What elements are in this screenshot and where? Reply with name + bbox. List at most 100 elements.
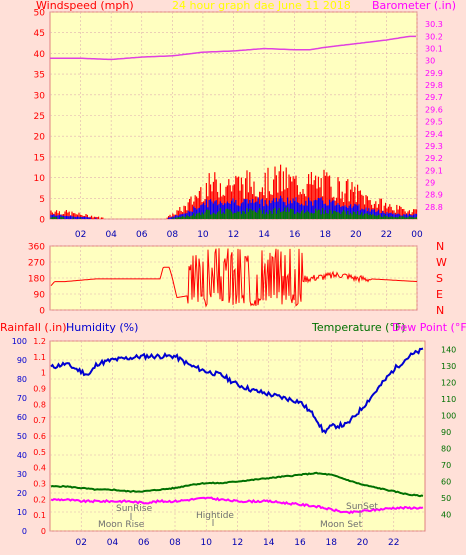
- rain-tick-label: 0.1: [33, 511, 46, 520]
- x-tick-label: 06: [138, 538, 150, 548]
- wind-tick-label: 40: [34, 50, 46, 60]
- x-tick-label: 04: [107, 538, 119, 548]
- wind-tick-label: 30: [34, 91, 46, 101]
- temp-tick-label: 60: [441, 477, 451, 486]
- rain-tick-label: 0.7: [33, 416, 46, 425]
- rain-tick-label: 1.2: [33, 337, 46, 346]
- barometer-line: [50, 35, 416, 61]
- direction-tick-label: 360: [28, 243, 45, 253]
- baro-tick-label: 29.9: [425, 69, 443, 78]
- humidity-tick-label: 90: [17, 356, 27, 365]
- temp-tick-label: 90: [441, 428, 451, 437]
- rain-axis-title: Rainfall (.in): [0, 321, 67, 334]
- compass-e: E: [436, 288, 443, 301]
- baro-tick-label: 30.3: [425, 20, 443, 29]
- humidity-tick-label: 60: [17, 413, 27, 422]
- temp-tick-label: 50: [441, 494, 451, 503]
- baro-tick-label: 28.9: [425, 191, 443, 200]
- wind-tick-label: 5: [39, 195, 45, 205]
- wind-tick-label: 50: [34, 9, 46, 19]
- baro-tick-label: 29.7: [425, 93, 443, 102]
- x-tick-label: 18: [326, 538, 338, 548]
- baro-tick-label: 29: [425, 178, 435, 187]
- x-tick-label: 02: [75, 230, 86, 240]
- direction-tick-label: 270: [28, 259, 45, 269]
- compass-n-top: N: [436, 240, 444, 253]
- humidity-tick-label: 80: [17, 375, 27, 384]
- barometer-axis-title: Barometer (.in): [372, 0, 456, 12]
- wind-tick-label: 45: [34, 29, 45, 39]
- x-tick-label: 14: [263, 538, 275, 548]
- dewpoint-line: [50, 496, 424, 515]
- x-tick-label: 10: [201, 538, 213, 548]
- rain-tick-label: 0.2: [33, 495, 46, 504]
- sunset-label: SunSet: [346, 502, 378, 512]
- direction-tick-label: 90: [34, 291, 46, 301]
- rain-tick-label: 0.4: [33, 464, 46, 473]
- x-tick-label: 14: [258, 230, 270, 240]
- x-tick-label: 12: [228, 230, 239, 240]
- direction-tick-label: 0: [39, 307, 45, 317]
- rain-tick-label: 0.8: [33, 400, 46, 409]
- compass-w: W: [436, 256, 447, 269]
- wind-tick-label: 25: [34, 112, 45, 122]
- humidity-tick-label: 20: [17, 489, 27, 498]
- temp-tick-label: 80: [441, 444, 451, 453]
- wind-tick-label: 20: [34, 133, 46, 143]
- x-tick-label: 02: [76, 538, 87, 548]
- baro-tick-label: 30.1: [425, 45, 443, 54]
- temp-tick-label: 110: [441, 395, 456, 404]
- wind-direction-line: [50, 248, 418, 308]
- direction-tick-label: 180: [28, 275, 45, 285]
- baro-tick-label: 29.6: [425, 105, 443, 114]
- dewpoint-axis-title: Dew Point (°F): [392, 321, 466, 334]
- rain-tick-label: 0.3: [33, 480, 46, 489]
- humidity-axis-title: Humidity (%): [66, 321, 138, 334]
- moonrise-label: Moon Rise: [98, 520, 145, 530]
- x-tick-label: 22: [388, 538, 399, 548]
- temp-tick-label: 40: [441, 510, 451, 519]
- humidity-tick-label: 40: [17, 451, 27, 460]
- temp-tick-label: 120: [441, 378, 456, 387]
- baro-tick-label: 29.4: [425, 130, 443, 139]
- graph-title: 24 hour graph dae June 11 2018: [172, 0, 351, 12]
- baro-tick-label: 30: [425, 57, 435, 66]
- humidity-tick-label: 50: [17, 432, 27, 441]
- baro-tick-label: 29.1: [425, 166, 443, 175]
- rain-tick-label: 0.5: [33, 448, 46, 457]
- humidity-tick-label: 100: [12, 337, 27, 346]
- x-tick-label: 00: [411, 230, 423, 240]
- temperature-line: [50, 471, 424, 498]
- humidity-tick-label: 70: [17, 394, 27, 403]
- compass-n-bottom: N: [436, 304, 444, 317]
- baro-tick-label: 30.2: [425, 32, 443, 41]
- baro-tick-label: 29.5: [425, 118, 443, 127]
- temp-tick-label: 100: [441, 411, 456, 420]
- rain-tick-label: 0.9: [33, 385, 46, 394]
- x-tick-label: 20: [350, 230, 362, 240]
- x-tick-label: 12: [232, 538, 243, 548]
- humidity-tick-label: 10: [17, 508, 27, 517]
- baro-tick-label: 29.8: [425, 81, 443, 90]
- temp-tick-label: 140: [441, 345, 456, 354]
- temp-tick-label: 70: [441, 461, 451, 470]
- wind-axis-title: Windspeed (mph): [36, 0, 134, 12]
- x-tick-label: 16: [294, 538, 306, 548]
- rain-tick-label: 0: [41, 527, 46, 536]
- x-tick-label: 20: [357, 538, 369, 548]
- humidity-tick-label: 0: [22, 527, 27, 536]
- x-tick-label: 08: [169, 538, 181, 548]
- wind-tick-label: 0: [39, 216, 45, 226]
- temp-tick-label: 130: [441, 362, 456, 371]
- x-tick-label: 06: [136, 230, 148, 240]
- rain-tick-label: 0.6: [33, 432, 46, 441]
- temperature-axis-title: Temperature (°F): [311, 321, 406, 334]
- rain-tick-label: 1.1: [33, 353, 46, 362]
- humidity-tick-label: 30: [17, 470, 27, 479]
- wind-tick-label: 35: [34, 71, 45, 81]
- moonset-label: Moon Set: [320, 520, 363, 530]
- x-tick-label: 16: [289, 230, 301, 240]
- compass-s: S: [436, 272, 443, 285]
- x-tick-label: 22: [381, 230, 392, 240]
